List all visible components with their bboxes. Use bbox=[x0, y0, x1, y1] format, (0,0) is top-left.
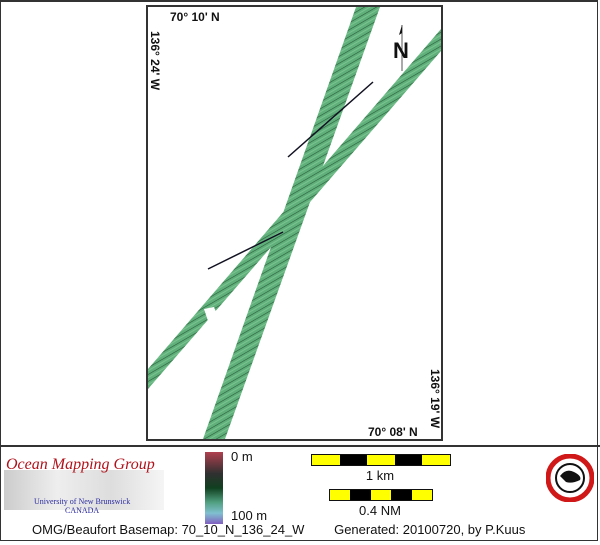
omg-logo-university: University of New Brunswick CANADA bbox=[34, 497, 130, 515]
north-arrow-icon: N bbox=[392, 21, 412, 71]
unb-geodesy-seal-icon bbox=[545, 453, 595, 503]
university-text: University of New Brunswick bbox=[34, 497, 131, 506]
omg-logo-title: Ocean Mapping Group bbox=[6, 456, 155, 473]
scale-bar-km bbox=[311, 454, 451, 466]
lat-label-top: 70° 10' N bbox=[170, 10, 220, 24]
scale-km-label: 1 km bbox=[365, 468, 395, 483]
omg-logo-image bbox=[4, 470, 164, 510]
depth-min-label: 0 m bbox=[231, 449, 253, 464]
map-frame[interactable]: 70° 10' N 136° 24' W 70° 08' N 136° 19' … bbox=[146, 5, 443, 441]
basemap-label: OMG/Beaufort Basemap: 70_10_N_136_24_W bbox=[32, 522, 305, 537]
north-label: N bbox=[393, 38, 409, 63]
footer: OMG/Beaufort Basemap: 70_10_N_136_24_W G… bbox=[0, 522, 600, 537]
lon-label-right: 136° 19' W bbox=[428, 369, 442, 429]
legend-panel bbox=[0, 445, 600, 545]
generated-label: Generated: 20100720, by P.Kuus bbox=[334, 522, 526, 537]
swath-feature bbox=[287, 81, 374, 158]
depth-max-label: 100 m bbox=[231, 508, 268, 523]
scale-bar-nm bbox=[329, 489, 433, 501]
swath-northeast-southwest bbox=[148, 29, 441, 389]
scale-nm-label: 0.4 NM bbox=[359, 503, 401, 518]
swath-gap bbox=[204, 307, 218, 321]
swath-feature bbox=[207, 231, 284, 270]
country-text: CANADA bbox=[64, 506, 100, 515]
depth-colorbar bbox=[205, 452, 223, 524]
bathymetry-swaths bbox=[148, 7, 441, 439]
lon-label-left: 136° 24' W bbox=[148, 31, 162, 91]
lat-label-bottom: 70° 08' N bbox=[368, 425, 418, 439]
